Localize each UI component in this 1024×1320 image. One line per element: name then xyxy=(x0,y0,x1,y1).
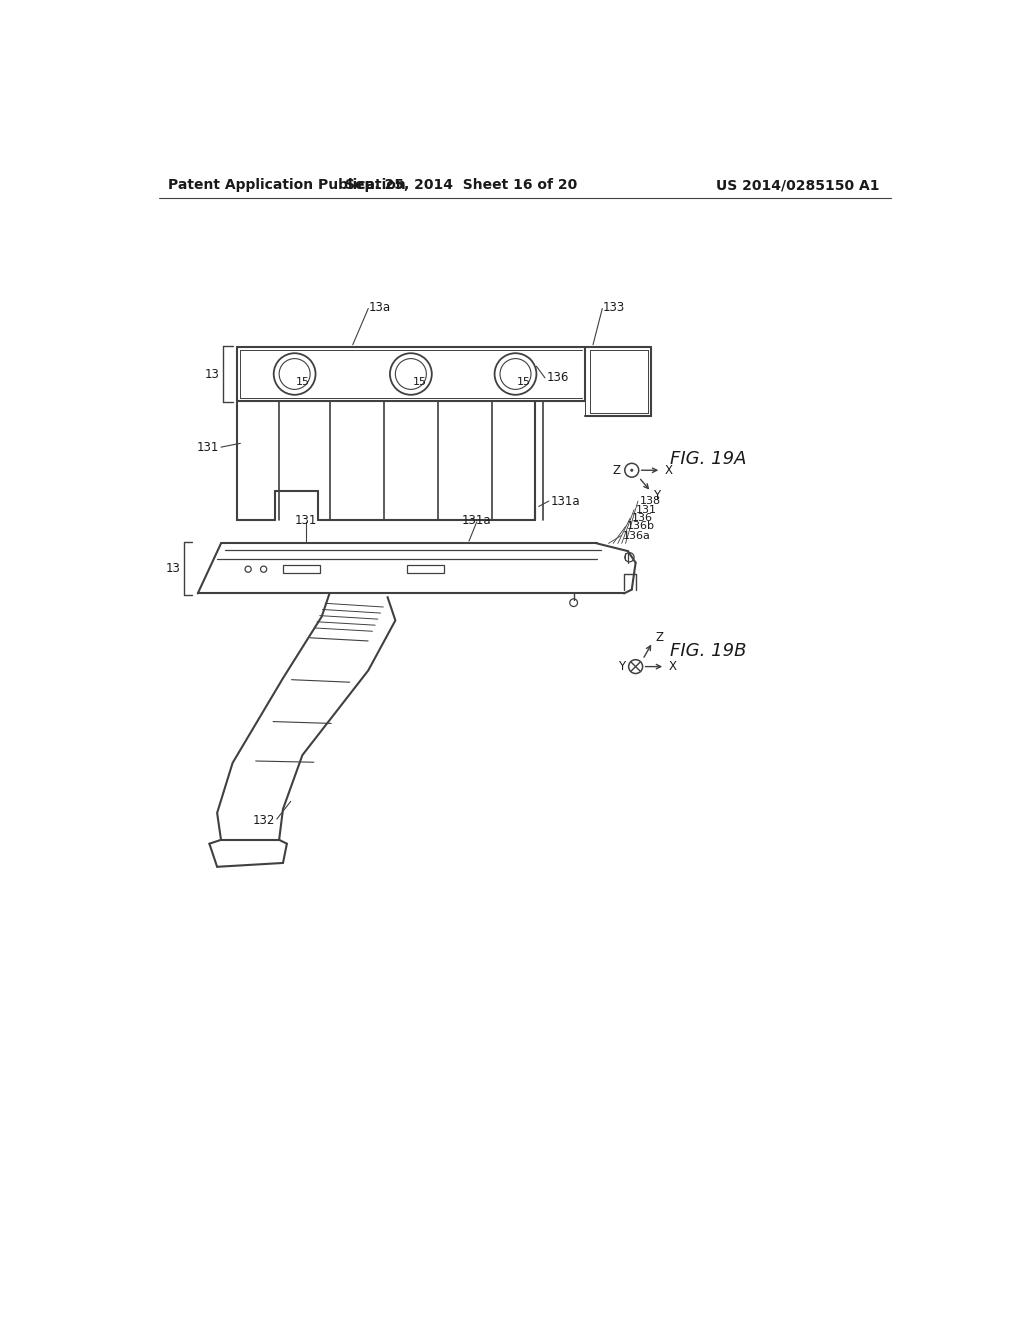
Text: Z: Z xyxy=(655,631,663,644)
Circle shape xyxy=(625,463,639,477)
Text: Sep. 25, 2014  Sheet 16 of 20: Sep. 25, 2014 Sheet 16 of 20 xyxy=(345,178,578,193)
Text: 13: 13 xyxy=(166,562,180,576)
Text: 131: 131 xyxy=(636,504,656,515)
Circle shape xyxy=(495,354,537,395)
Text: 15: 15 xyxy=(296,376,310,387)
Text: X: X xyxy=(669,660,676,673)
Text: 15: 15 xyxy=(517,376,531,387)
Text: 136b: 136b xyxy=(627,521,655,532)
Text: 13: 13 xyxy=(205,367,219,380)
Text: FIG. 19B: FIG. 19B xyxy=(671,643,746,660)
Text: Y: Y xyxy=(617,660,625,673)
Circle shape xyxy=(629,660,643,673)
Text: US 2014/0285150 A1: US 2014/0285150 A1 xyxy=(716,178,880,193)
Text: 136: 136 xyxy=(632,513,652,523)
Circle shape xyxy=(500,359,531,389)
Text: 131a: 131a xyxy=(550,495,580,508)
Circle shape xyxy=(390,354,432,395)
Text: 136a: 136a xyxy=(623,531,650,541)
Text: 136: 136 xyxy=(547,371,569,384)
Bar xyxy=(283,565,321,573)
Circle shape xyxy=(630,469,633,471)
Circle shape xyxy=(280,359,310,389)
Text: Patent Application Publication: Patent Application Publication xyxy=(168,178,407,193)
Circle shape xyxy=(395,359,426,389)
Text: Z: Z xyxy=(613,463,621,477)
Text: 132: 132 xyxy=(253,814,275,828)
Circle shape xyxy=(260,566,266,573)
Text: 133: 133 xyxy=(602,301,625,314)
Bar xyxy=(407,565,444,573)
Text: 131: 131 xyxy=(197,441,219,454)
Text: X: X xyxy=(665,463,673,477)
Text: FIG. 19A: FIG. 19A xyxy=(671,450,746,467)
Circle shape xyxy=(245,566,251,573)
Text: 138: 138 xyxy=(640,496,660,506)
Text: 131: 131 xyxy=(295,513,317,527)
Text: 15: 15 xyxy=(413,376,426,387)
Circle shape xyxy=(625,553,634,562)
Circle shape xyxy=(569,599,578,607)
Circle shape xyxy=(273,354,315,395)
Text: Y: Y xyxy=(653,490,660,502)
Text: 131a: 131a xyxy=(462,513,492,527)
Text: 13a: 13a xyxy=(369,301,390,314)
